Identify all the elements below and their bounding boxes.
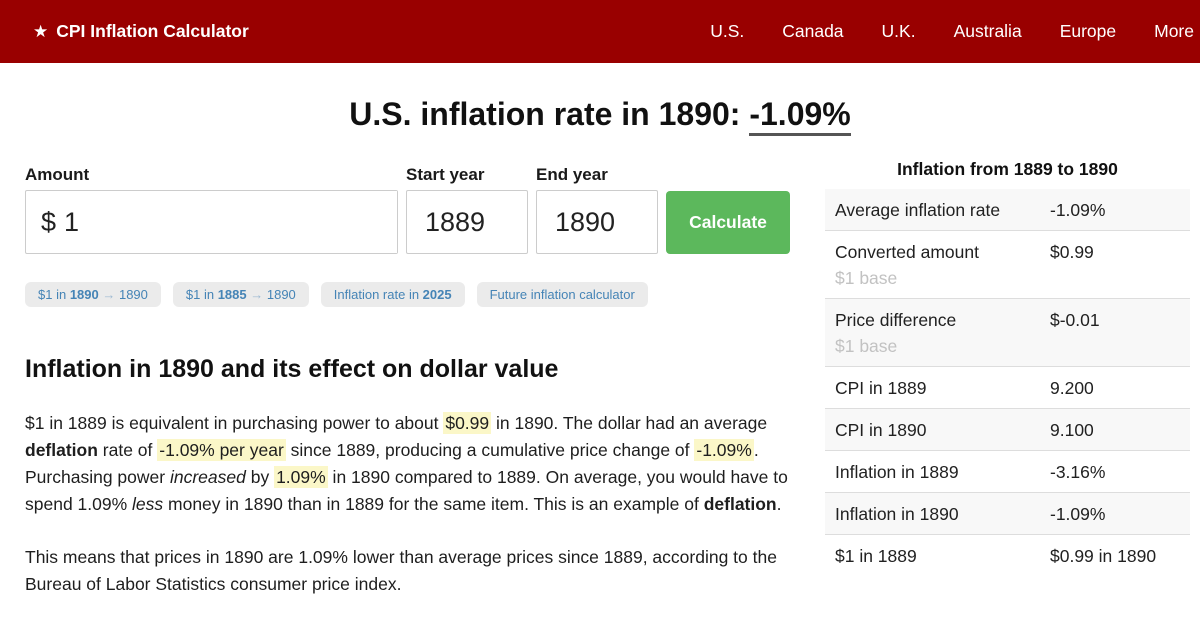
main-layout: Amount $ Start year End year Calculate $… <box>0 147 1200 624</box>
dollar-prefix: $ <box>41 206 57 237</box>
quick-links: $1 in 1890 → 1890 $1 in 1885 → 1890 Infl… <box>25 282 790 307</box>
quick-link-future-inflation-calculator[interactable]: Future inflation calculator <box>476 282 648 307</box>
row-sublabel: $1 base <box>835 268 898 288</box>
table-row: Inflation in 1889 -3.16% <box>825 451 1190 493</box>
row-label: Converted amount $1 base <box>835 239 1050 291</box>
table-row: CPI in 1889 9.200 <box>825 367 1190 409</box>
row-value: 9.100 <box>1050 420 1094 440</box>
row-value: -1.09% <box>1050 200 1106 220</box>
start-year-label: Start year <box>406 165 485 184</box>
quick-link-1890-to-1890[interactable]: $1 in 1890 → 1890 <box>25 282 161 307</box>
row-value: -3.16% <box>1050 462 1106 482</box>
quick-link-1885-to-1890[interactable]: $1 in 1885 → 1890 <box>172 282 309 307</box>
row-label: Average inflation rate <box>835 200 1001 220</box>
row-value: 9.200 <box>1050 378 1094 398</box>
calculator-form: Amount $ Start year End year Calculate <box>25 165 790 254</box>
table-row: Price difference $1 base $-0.01 <box>825 299 1190 367</box>
row-sublabel: $1 base <box>835 336 898 356</box>
row-value: $-0.01 <box>1050 310 1100 330</box>
article: Inflation in 1890 and its effect on doll… <box>25 355 790 598</box>
start-year-field-group: Start year <box>406 165 528 254</box>
page-title-rate: -1.09% <box>749 96 851 136</box>
brand-title: CPI Inflation Calculator <box>56 21 249 41</box>
top-navbar: ★ CPI Inflation Calculator U.S. Canada U… <box>0 0 1200 63</box>
table-row: Inflation in 1890 -1.09% <box>825 493 1190 535</box>
section-heading: Inflation in 1890 and its effect on doll… <box>25 355 559 383</box>
calculate-button[interactable]: Calculate <box>666 191 790 254</box>
amount-label: Amount <box>25 165 90 184</box>
nav-link-canada[interactable]: Canada <box>782 21 844 41</box>
row-label: Price difference $1 base <box>835 307 1050 359</box>
table-row: Average inflation rate -1.09% <box>825 189 1190 231</box>
content-column: Amount $ Start year End year Calculate $… <box>25 147 790 624</box>
row-value: $0.99 <box>1050 242 1094 262</box>
brand-link[interactable]: ★ CPI Inflation Calculator <box>33 21 249 42</box>
table-row: CPI in 1890 9.100 <box>825 409 1190 451</box>
row-value: -1.09% <box>1050 504 1106 524</box>
article-paragraph-1: $1 in 1889 is equivalent in purchasing p… <box>25 412 788 514</box>
nav-links: U.S. Canada U.K. Australia Europe More <box>710 21 1194 42</box>
row-label: $1 in 1889 <box>835 546 917 566</box>
end-year-field-group: End year <box>536 165 658 254</box>
page-title-text: U.S. inflation rate in 1890: <box>349 96 750 132</box>
row-value: $0.99 in 1890 <box>1050 546 1157 566</box>
row-label: CPI in 1889 <box>835 378 927 398</box>
nav-link-australia[interactable]: Australia <box>953 21 1022 41</box>
page-title: U.S. inflation rate in 1890: -1.09% <box>0 96 1200 136</box>
amount-field-group: Amount $ <box>25 165 398 254</box>
row-label: Inflation in 1890 <box>835 504 959 524</box>
row-label: Inflation in 1889 <box>835 462 959 482</box>
quick-link-inflation-rate-2025[interactable]: Inflation rate in 2025 <box>320 282 465 307</box>
row-label: CPI in 1890 <box>835 420 927 440</box>
start-year-input[interactable] <box>406 190 528 254</box>
summary-table-title: Inflation from 1889 to 1890 <box>897 159 1118 179</box>
end-year-label: End year <box>536 165 608 184</box>
amount-input-box[interactable]: $ <box>25 190 398 254</box>
amount-input[interactable] <box>64 191 397 253</box>
nav-link-more[interactable]: More <box>1154 21 1194 41</box>
nav-link-us[interactable]: U.S. <box>710 21 745 41</box>
table-row: $1 in 1889 $0.99 in 1890 <box>825 535 1190 576</box>
star-icon: ★ <box>33 21 49 41</box>
nav-link-uk[interactable]: U.K. <box>881 21 916 41</box>
nav-link-europe[interactable]: Europe <box>1059 21 1117 41</box>
table-row: Converted amount $1 base $0.99 <box>825 231 1190 299</box>
inflation-summary-table: Inflation from 1889 to 1890 Average infl… <box>825 147 1190 576</box>
end-year-input[interactable] <box>536 190 658 254</box>
article-paragraph-2: This means that prices in 1890 are 1.09%… <box>25 547 777 594</box>
